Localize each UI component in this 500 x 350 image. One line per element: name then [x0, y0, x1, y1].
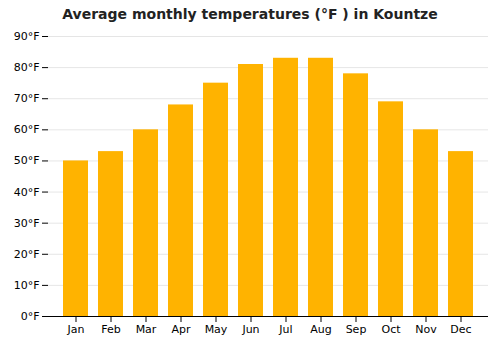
html-text:Average monthly temperatures (: Average monthly temperatures (°F ) in Ko… [62, 6, 438, 22]
svg-text:10°F: 10°F [14, 279, 40, 292]
svg-text:60°F: 60°F [14, 123, 40, 136]
svg-text:50°F: 50°F [14, 154, 40, 167]
svg-text:Jul: Jul [278, 323, 292, 336]
svg-text:80°F: 80°F [14, 61, 40, 74]
svg-text:Mar: Mar [136, 323, 157, 336]
svg-text:70°F: 70°F [14, 92, 40, 105]
svg-text:Jan: Jan [67, 323, 85, 336]
svg-text:0°F: 0°F [21, 310, 40, 323]
svg-text:Sep: Sep [346, 323, 367, 336]
svg-text:20°F: 20°F [14, 248, 40, 261]
svg-text:90°F: 90°F [14, 30, 40, 43]
svg-text:Apr: Apr [171, 323, 191, 336]
svg-text:40°F: 40°F [14, 186, 40, 199]
svg-text:Jun: Jun [241, 323, 259, 336]
svg-text:30°F: 30°F [14, 217, 40, 230]
svg-text:Feb: Feb [101, 323, 120, 336]
svg-text:Aug: Aug [310, 323, 331, 336]
svg-text:Oct: Oct [381, 323, 401, 336]
svg-text:May: May [205, 323, 228, 336]
svg-text:Nov: Nov [415, 323, 437, 336]
svg-text:Dec: Dec [450, 323, 471, 336]
